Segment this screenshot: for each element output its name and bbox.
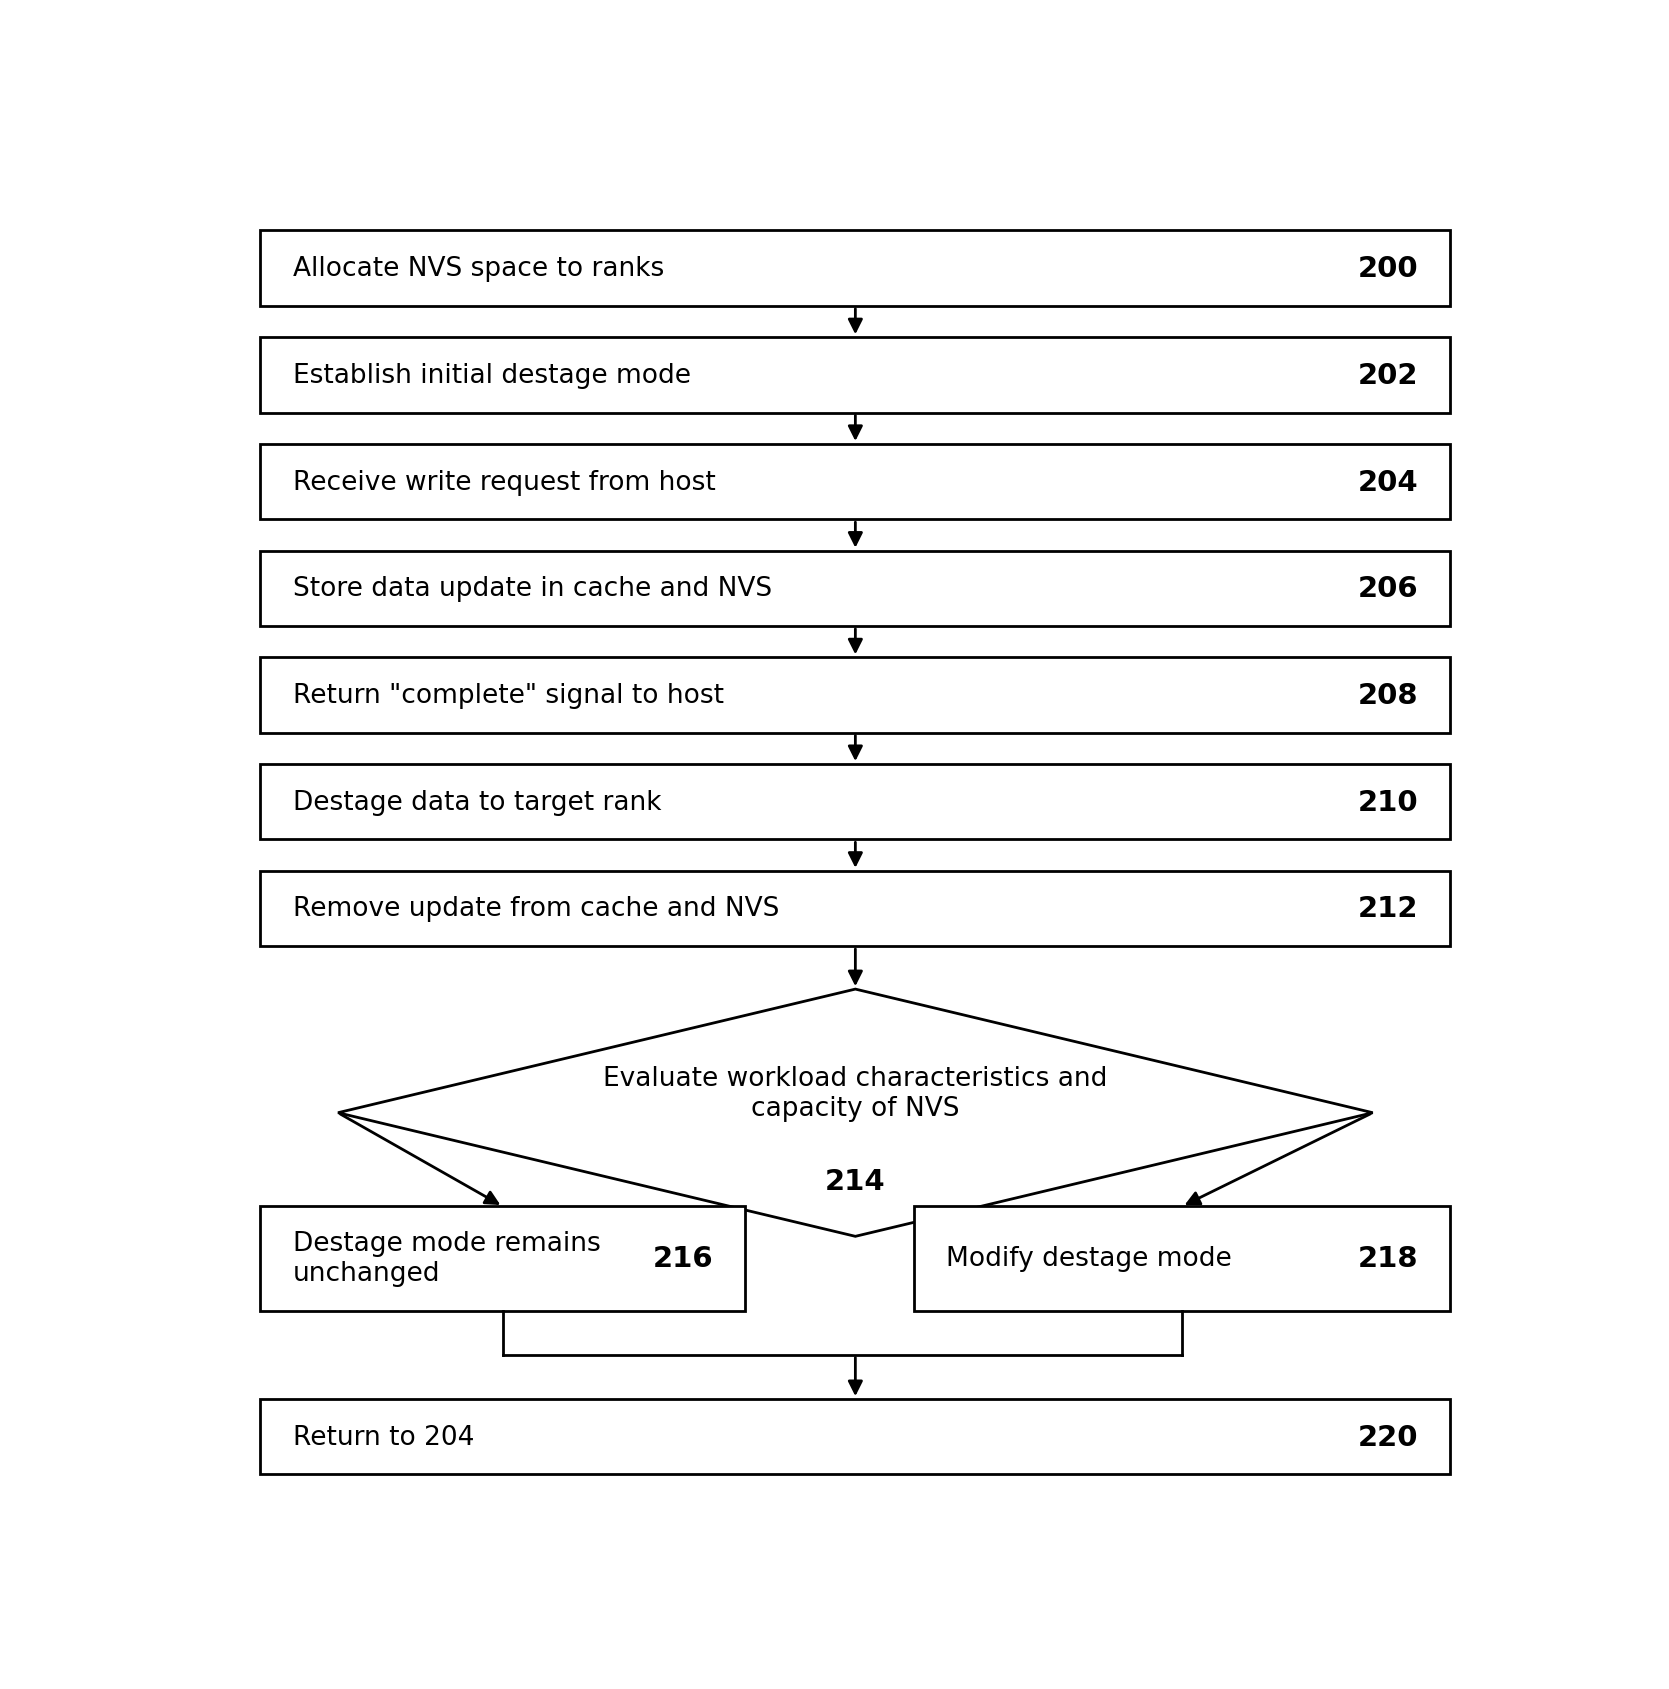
- Text: Destage mode remains
unchanged: Destage mode remains unchanged: [292, 1231, 601, 1287]
- FancyBboxPatch shape: [260, 1206, 746, 1311]
- Text: Remove update from cache and NVS: Remove update from cache and NVS: [292, 895, 779, 922]
- Text: Modify destage mode: Modify destage mode: [946, 1246, 1232, 1272]
- Text: 208: 208: [1357, 682, 1419, 709]
- Text: 214: 214: [824, 1167, 886, 1196]
- Text: 212: 212: [1357, 895, 1419, 922]
- Polygon shape: [337, 990, 1372, 1236]
- Text: 202: 202: [1357, 361, 1419, 390]
- FancyBboxPatch shape: [913, 1206, 1450, 1311]
- FancyBboxPatch shape: [260, 231, 1450, 307]
- Text: 200: 200: [1357, 255, 1419, 284]
- FancyBboxPatch shape: [260, 338, 1450, 414]
- Text: 204: 204: [1357, 468, 1419, 497]
- FancyBboxPatch shape: [260, 551, 1450, 627]
- FancyBboxPatch shape: [260, 765, 1450, 839]
- FancyBboxPatch shape: [260, 657, 1450, 733]
- Text: 210: 210: [1357, 789, 1419, 816]
- Text: Return "complete" signal to host: Return "complete" signal to host: [292, 682, 724, 709]
- Text: 206: 206: [1357, 574, 1419, 603]
- Text: Receive write request from host: Receive write request from host: [292, 470, 716, 495]
- Text: 220: 220: [1357, 1422, 1419, 1451]
- Text: Allocate NVS space to ranks: Allocate NVS space to ranks: [292, 257, 664, 282]
- FancyBboxPatch shape: [260, 872, 1450, 946]
- Text: Evaluate workload characteristics and
capacity of NVS: Evaluate workload characteristics and ca…: [603, 1066, 1108, 1121]
- Text: Destage data to target rank: Destage data to target rank: [292, 789, 661, 816]
- FancyBboxPatch shape: [260, 444, 1450, 520]
- Text: 218: 218: [1357, 1245, 1419, 1274]
- Text: Store data update in cache and NVS: Store data update in cache and NVS: [292, 576, 771, 601]
- Text: 216: 216: [653, 1245, 713, 1274]
- Text: Return to 204: Return to 204: [292, 1424, 474, 1449]
- Text: Establish initial destage mode: Establish initial destage mode: [292, 363, 691, 388]
- FancyBboxPatch shape: [260, 1398, 1450, 1474]
